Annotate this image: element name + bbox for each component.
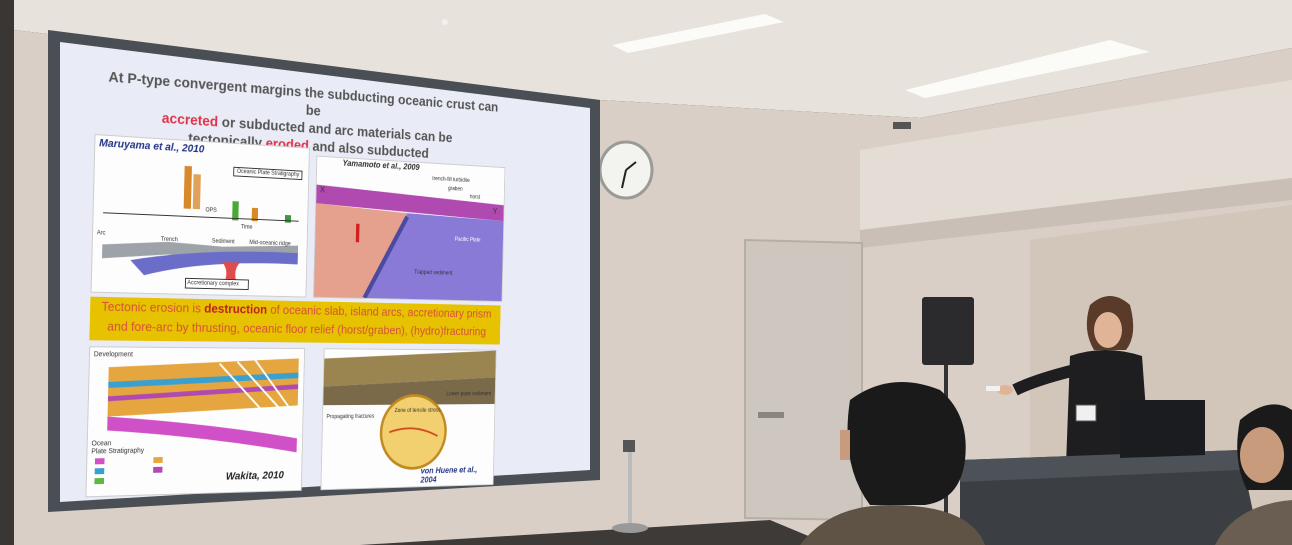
ceiling-sensor-box bbox=[893, 122, 911, 129]
label-sediment: Sediment bbox=[212, 239, 235, 246]
presentation-slide: At P-type convergent margins the subduct… bbox=[56, 40, 530, 510]
label-development: Development bbox=[94, 351, 133, 358]
keyword-destruction: destruction bbox=[204, 301, 267, 317]
door bbox=[745, 240, 862, 520]
ceiling-sensor bbox=[442, 19, 448, 25]
citation-von-huene: von Huene et al., 2004 bbox=[420, 465, 493, 485]
citation-wakita: Wakita, 2010 bbox=[226, 470, 284, 483]
figure-subduction-cross-section: Yamamoto et al., 2009 X Y trench-fill tu… bbox=[313, 156, 505, 302]
label-pacific-plate: Pacific Plate bbox=[455, 237, 481, 243]
label-y: Y bbox=[493, 207, 498, 216]
keyword-accreted: accreted bbox=[162, 110, 219, 130]
label-lower-plate-sediment: Lower plate sediment bbox=[446, 392, 491, 398]
label-propagating-fractures: Propagating fractures bbox=[326, 414, 374, 420]
label-x: X bbox=[320, 185, 325, 195]
label-arc: Arc bbox=[97, 230, 106, 236]
left-wall-edge bbox=[0, 0, 14, 545]
label-ops: OPS bbox=[205, 208, 217, 214]
cross-section-diagram bbox=[314, 157, 505, 301]
label-trench: Trench bbox=[161, 237, 178, 243]
ops-diagram bbox=[92, 135, 309, 296]
wall-clock bbox=[600, 142, 652, 198]
loudspeaker bbox=[922, 297, 974, 365]
label-zone-tensile-stress: Zone of tensile stress bbox=[395, 408, 441, 414]
label-plate-stratigraphy: Plate Stratigraphy bbox=[91, 448, 144, 456]
label-horst: horst bbox=[470, 195, 481, 201]
figure-ocean-plate-stratigraphy: Maruyama et al., 2010 Oceanic Plate Stra… bbox=[91, 134, 310, 297]
label-time: Time bbox=[241, 224, 253, 230]
figure-accretion-development: Development Ocean Plate Stratigraphy Wak… bbox=[85, 346, 305, 497]
label-graben: graben bbox=[448, 186, 463, 192]
monitor bbox=[1120, 400, 1205, 458]
label-ocean: Ocean bbox=[91, 440, 111, 447]
definition-banner: Tectonic erosion is destruction of ocean… bbox=[89, 297, 500, 345]
figure-tectonic-erosion: Propagating fractures Zone of tensile st… bbox=[320, 348, 496, 490]
door-handle bbox=[758, 412, 784, 418]
label-trapped-sediment: Trapped sediment bbox=[414, 270, 453, 277]
